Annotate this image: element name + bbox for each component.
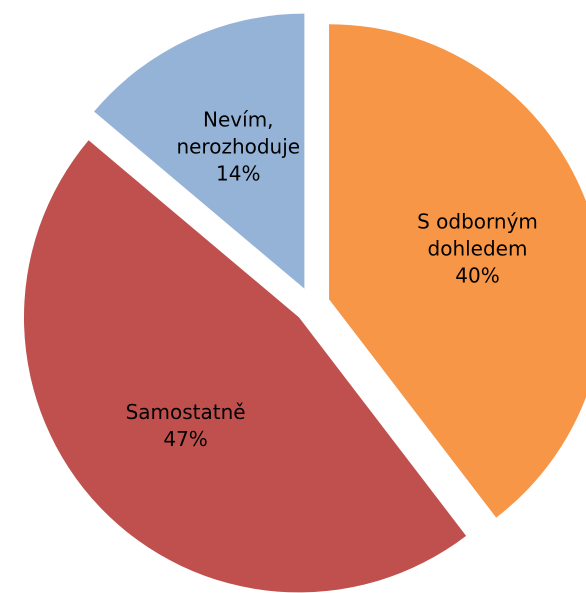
value-label: 47% (163, 426, 208, 451)
pie-slice (23, 140, 467, 593)
value-label: 40% (455, 263, 500, 288)
slice-label: S odborným dohledem 40% (403, 208, 553, 289)
category: Samostatně (125, 399, 246, 424)
slice-label: Samostatně 47% (111, 399, 261, 453)
pie-slice (329, 24, 586, 518)
value-label: 14% (216, 161, 261, 186)
slice-label: Nevím, nerozhoduje 14% (163, 106, 313, 187)
category: S odborným dohledem (417, 209, 538, 261)
pie-slice (94, 13, 305, 289)
category: Nevím, nerozhoduje (176, 107, 301, 159)
